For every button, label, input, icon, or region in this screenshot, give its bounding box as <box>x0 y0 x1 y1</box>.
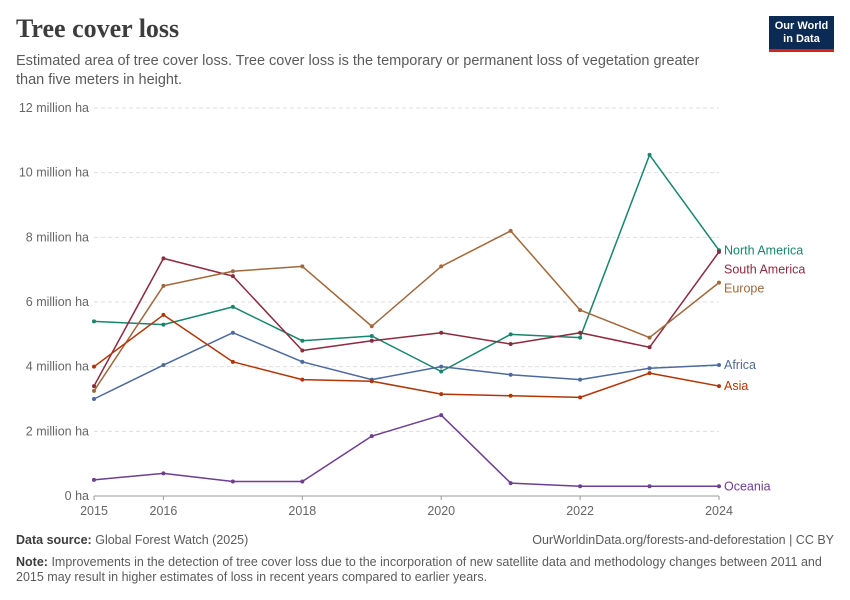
series-line-south-america <box>93 251 720 387</box>
data-point-south-america <box>578 330 583 335</box>
data-point-africa <box>230 330 235 335</box>
owid-logo[interactable]: Our World in Data <box>769 16 834 52</box>
x-tick-label: 2015 <box>80 504 108 518</box>
chart-title: Tree cover loss <box>16 14 180 43</box>
data-point-south-america <box>300 348 305 353</box>
data-point-oceania <box>300 479 305 484</box>
data-point-north-america <box>647 152 652 157</box>
data-point-africa <box>578 377 583 382</box>
data-point-north-america <box>439 369 444 374</box>
legend-label-oceania: Oceania <box>724 479 771 493</box>
y-tick-label: 10 million ha <box>19 166 89 180</box>
data-point-north-america <box>508 332 513 337</box>
data-point-europe <box>508 228 513 233</box>
data-point-south-america <box>439 330 444 335</box>
data-point-oceania <box>369 434 374 439</box>
data-point-south-america <box>369 338 374 343</box>
data-point-asia <box>300 377 305 382</box>
y-tick-label: 6 million ha <box>26 295 89 309</box>
data-point-africa <box>300 359 305 364</box>
logo-line-2: in Data <box>783 33 820 45</box>
legend-label-north-america: North America <box>724 243 803 257</box>
legend-label-south-america: South America <box>724 262 805 276</box>
source-label: Data source: <box>16 533 92 547</box>
series-line-asia <box>93 314 720 399</box>
y-tick-label: 2 million ha <box>26 424 89 438</box>
chart-subtitle: Estimated area of tree cover loss. Tree … <box>16 53 700 88</box>
data-point-oceania <box>717 484 721 489</box>
data-point-south-america <box>647 345 652 350</box>
chart-note: Note: Improvements in the detection of t… <box>16 555 834 585</box>
data-point-oceania <box>92 477 96 482</box>
x-tick-label: 2020 <box>427 504 455 518</box>
data-point-south-america <box>161 256 166 261</box>
x-tick-label: 2024 <box>705 504 733 518</box>
x-tick-label: 2016 <box>150 504 178 518</box>
data-point-oceania <box>508 481 513 486</box>
data-point-asia <box>92 364 96 369</box>
data-point-north-america <box>300 338 305 343</box>
data-point-south-america <box>717 249 721 254</box>
data-point-europe <box>717 280 721 285</box>
data-point-asia <box>230 359 235 364</box>
data-point-europe <box>439 264 444 269</box>
x-tick-label: 2022 <box>566 504 594 518</box>
data-point-europe <box>300 264 305 269</box>
data-point-oceania <box>578 484 583 489</box>
x-tick-label: 2018 <box>288 504 316 518</box>
legend-label-asia: Asia <box>724 379 748 393</box>
data-point-asia <box>369 379 374 384</box>
data-point-africa <box>92 397 96 401</box>
y-tick-label: 12 million ha <box>19 101 89 115</box>
data-point-oceania <box>647 484 652 489</box>
data-point-europe <box>578 308 583 313</box>
note-text: Improvements in the detection of tree co… <box>16 555 822 584</box>
series-line-north-america <box>93 154 720 373</box>
data-point-south-america <box>230 274 235 279</box>
data-point-europe <box>369 324 374 329</box>
data-point-asia <box>508 393 513 398</box>
data-point-europe <box>92 388 96 393</box>
data-point-asia <box>439 392 444 397</box>
data-point-oceania <box>439 413 444 418</box>
data-point-asia <box>647 371 652 376</box>
y-tick-label: 4 million ha <box>26 360 89 374</box>
data-point-asia <box>717 384 721 389</box>
data-point-south-america <box>92 384 96 389</box>
data-point-north-america <box>92 319 96 324</box>
note-label: Note: <box>16 555 48 569</box>
data-source: Data source: Global Forest Watch (2025) <box>16 533 248 547</box>
legend-label-africa: Africa <box>724 358 756 372</box>
data-point-south-america <box>508 342 513 347</box>
y-tick-label: 8 million ha <box>26 230 89 244</box>
data-point-europe <box>230 269 235 274</box>
series-line-europe <box>93 230 720 392</box>
legend-label-europe: Europe <box>724 281 764 295</box>
data-point-oceania <box>161 471 166 476</box>
data-point-north-america <box>369 333 374 338</box>
data-point-north-america <box>161 322 166 327</box>
data-point-europe <box>161 283 166 288</box>
series-line-africa <box>93 331 720 400</box>
data-point-africa <box>161 363 166 368</box>
series-line-oceania <box>93 414 719 488</box>
data-point-africa <box>647 366 652 371</box>
logo-line-1: Our World <box>774 20 829 32</box>
data-point-africa <box>508 372 513 377</box>
data-point-europe <box>647 335 652 340</box>
data-point-north-america <box>578 335 583 340</box>
source-url[interactable]: OurWorldinData.org/forests-and-deforesta… <box>532 533 834 547</box>
data-point-africa <box>439 364 444 369</box>
data-point-north-america <box>230 304 235 309</box>
source-text[interactable]: Global Forest Watch (2025) <box>95 533 249 547</box>
data-point-asia <box>578 395 583 400</box>
data-point-oceania <box>230 479 235 484</box>
data-point-africa <box>717 363 721 368</box>
data-point-asia <box>161 312 166 317</box>
y-tick-label: 0 ha <box>65 489 89 503</box>
